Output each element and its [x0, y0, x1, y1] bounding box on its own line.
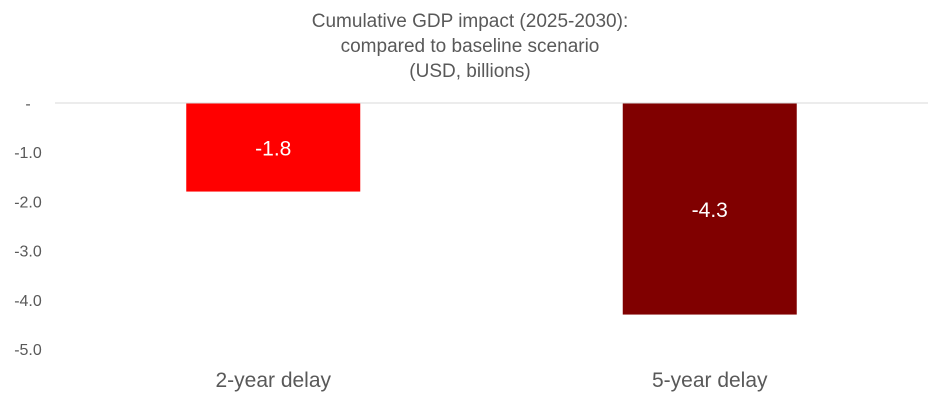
x-category-label-1: 2-year delay — [215, 369, 331, 392]
y-tick-label: -3.0 — [14, 244, 42, 261]
x-axis: 2-year delay 5-year delay — [215, 369, 768, 392]
y-tick-label: -1.0 — [14, 145, 42, 162]
chart-title: Cumulative GDP impact (2025-2030): compa… — [312, 11, 628, 82]
bar-1 — [186, 103, 361, 192]
y-tick-label: -5.0 — [14, 342, 42, 359]
chart-title-line-1: Cumulative GDP impact (2025-2030): — [312, 11, 628, 32]
y-axis: - -1.0 -2.0 -3.0 -4.0 -5.0 — [14, 96, 42, 359]
y-tick-label: - — [25, 96, 30, 113]
chart-title-line-3: (USD, billions) — [409, 61, 530, 82]
data-label-1: -1.8 — [255, 137, 291, 160]
y-tick-label: -2.0 — [14, 194, 42, 211]
bar-series: -1.8 -4.3 — [186, 103, 797, 315]
data-label-2: -4.3 — [692, 199, 728, 222]
chart-title-line-2: compared to baseline scenario — [341, 36, 600, 57]
x-category-label-2: 5-year delay — [652, 369, 768, 392]
y-tick-label: -4.0 — [14, 293, 42, 310]
bar-2 — [622, 103, 797, 315]
